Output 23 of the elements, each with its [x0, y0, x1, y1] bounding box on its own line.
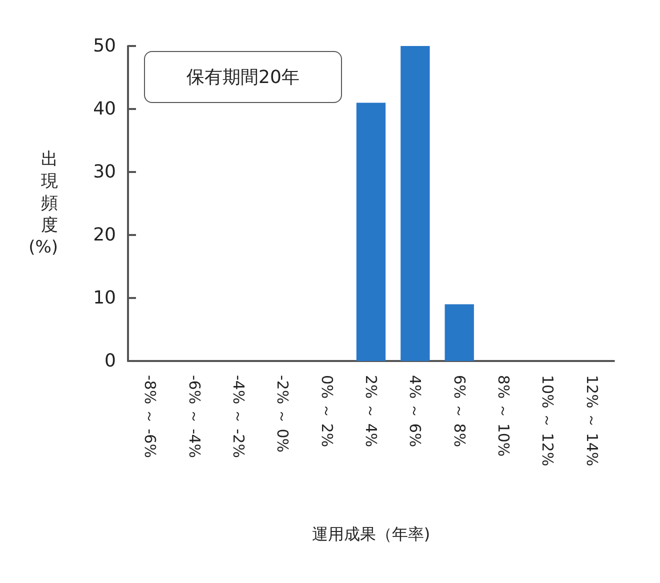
- x-tick-label: -8% ～ -6%: [141, 375, 160, 458]
- y-tick-label: 30: [93, 162, 116, 182]
- x-tick-label: 0% ～ 2%: [318, 375, 336, 448]
- x-tick-label: -2% ～ 0%: [274, 375, 292, 453]
- x-tick-label: 2% ～ 4%: [362, 375, 380, 448]
- bar: [400, 46, 430, 361]
- bar: [356, 102, 386, 361]
- x-tick-label: 4% ～ 6%: [406, 375, 424, 448]
- x-tick-label: -4% ～ -2%: [229, 375, 248, 458]
- x-tick-label: -6% ～ -4%: [185, 375, 204, 458]
- bar: [444, 304, 474, 361]
- y-axis-title: 出現頻度(%): [28, 150, 58, 258]
- x-tick-label: 12% ～ 14%: [582, 375, 601, 466]
- y-tick-label: 0: [104, 350, 116, 372]
- x-axis-title: 運用成果（年率): [312, 524, 430, 544]
- x-tick-label: 10% ～ 12%: [538, 375, 557, 466]
- y-tick-label: 50: [93, 36, 116, 56]
- text-box: 保有期間20年: [144, 51, 342, 103]
- y-tick-label: 20: [93, 224, 116, 246]
- y-tick-label: 40: [93, 98, 116, 120]
- y-tick-label: 10: [93, 288, 116, 308]
- x-tick-label: 6% ～ 8%: [450, 375, 468, 448]
- x-tick-label: 8% ～ 10%: [494, 375, 513, 457]
